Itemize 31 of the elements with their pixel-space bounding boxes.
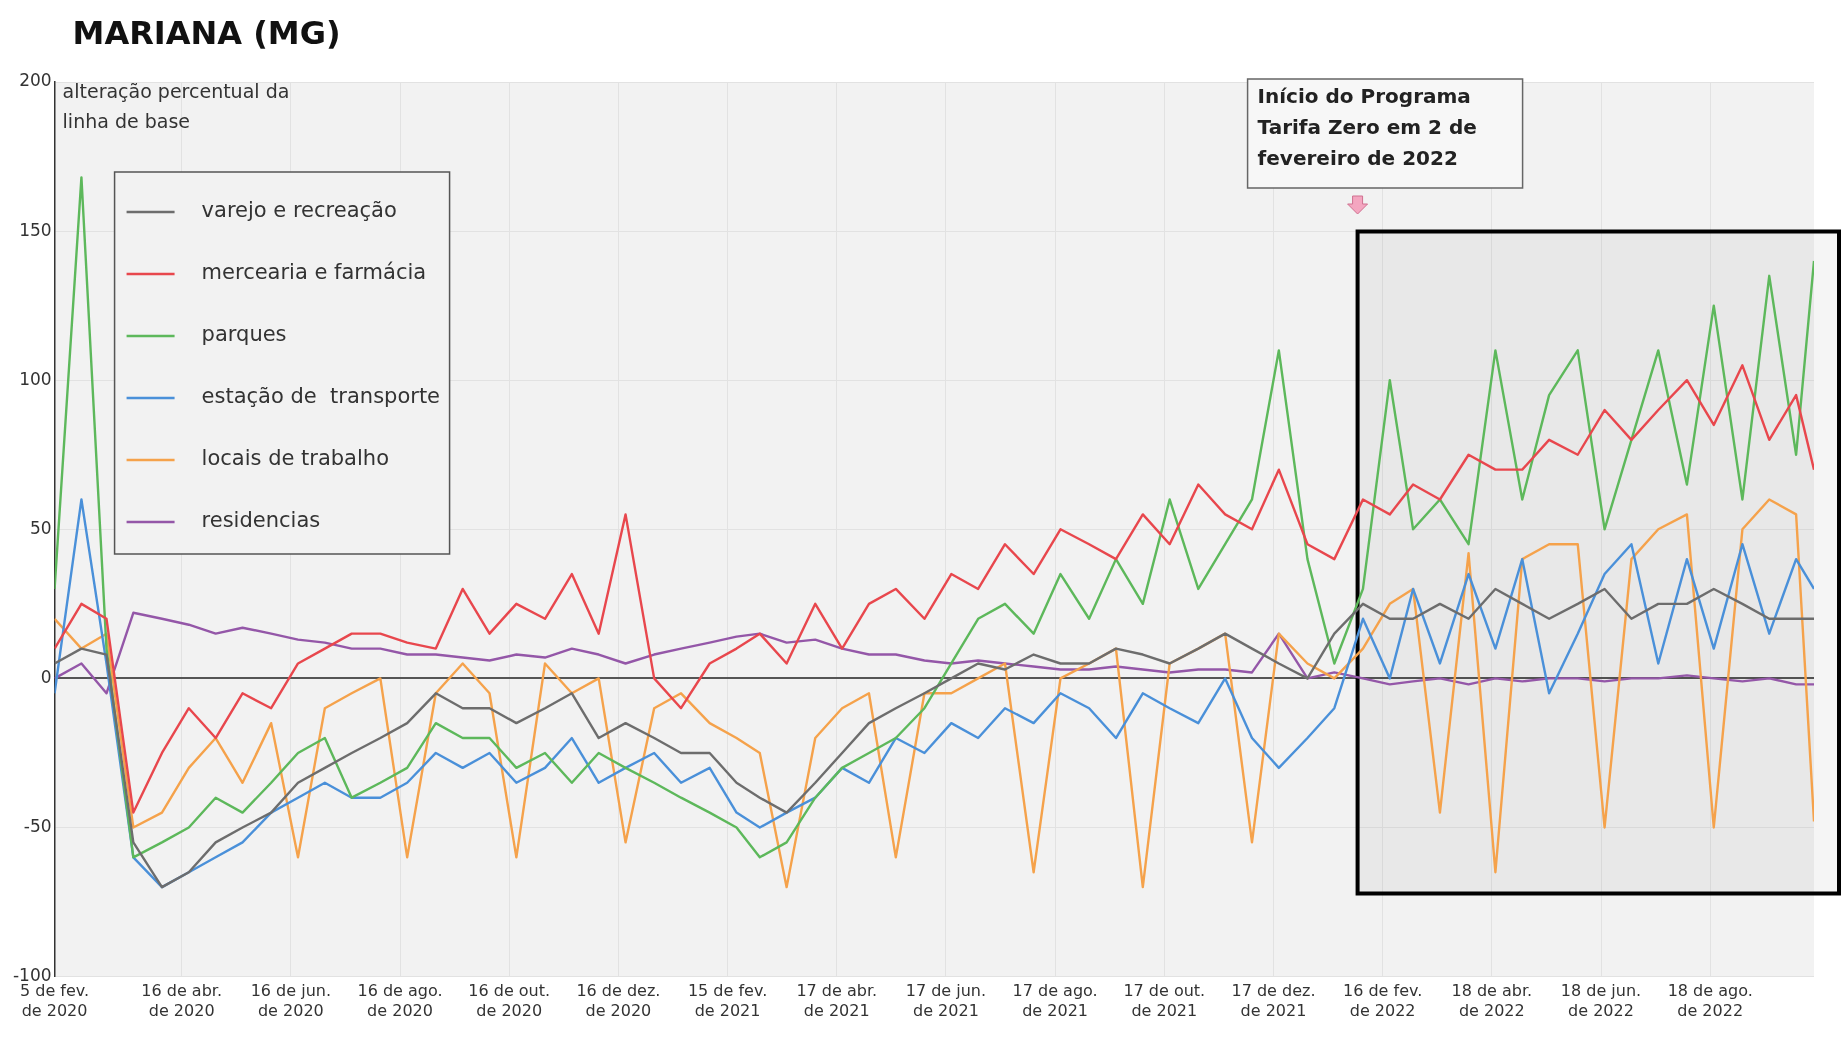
x-tick-label: 18 de jun. de 2022 [1560, 981, 1642, 1020]
legend-label: mercearia e farmácia [201, 260, 427, 285]
legend-label: parques [201, 322, 287, 347]
x-tick-label: 18 de abr. de 2022 [1451, 981, 1533, 1020]
y-tick-label: 200 [19, 70, 52, 91]
y-tick-label: 50 [29, 517, 52, 538]
x-tick-label: 17 de out. de 2021 [1123, 981, 1206, 1020]
x-tick-label: 18 de ago. de 2022 [1667, 981, 1753, 1020]
legend-label: residencias [201, 508, 321, 533]
x-tick-label: 16 de fev. de 2022 [1342, 981, 1423, 1020]
y-tick-label: 100 [19, 368, 52, 389]
y-axis-title: alteração percentual da linha de base [62, 80, 290, 133]
x-tick-label: 17 de abr. de 2021 [796, 981, 878, 1020]
x-tick-label: 17 de ago. de 2021 [1012, 981, 1098, 1020]
x-tick-label: 16 de jun. de 2020 [250, 981, 332, 1020]
x-tick-label: 17 de dez. de 2021 [1231, 981, 1316, 1020]
x-tick-label: 17 de jun. de 2021 [905, 981, 987, 1020]
x-tick-label: 16 de out. de 2020 [468, 981, 551, 1020]
legend-label: estação de transporte [201, 384, 441, 409]
x-tick-label: 16 de abr. de 2020 [141, 981, 222, 1020]
y-tick-label: 0 [40, 666, 52, 687]
x-tick-label: 5 de fev. de 2020 [20, 981, 90, 1020]
x-tick-label: 16 de ago. de 2020 [357, 981, 443, 1020]
chart-title: MARIANA (MG) [72, 14, 341, 53]
annotation: Início do Programa Tarifa Zero em 2 de fevereiro de 2022 [1257, 84, 1477, 171]
y-tick-label: 150 [19, 219, 52, 240]
legend-label: varejo e recreação [201, 198, 397, 223]
x-tick-label: 15 de fev. de 2021 [687, 981, 768, 1020]
legend-label: locais de trabalho [201, 446, 389, 471]
y-tick-label: -50 [23, 815, 52, 836]
x-tick-label: 16 de dez. de 2020 [576, 981, 661, 1020]
